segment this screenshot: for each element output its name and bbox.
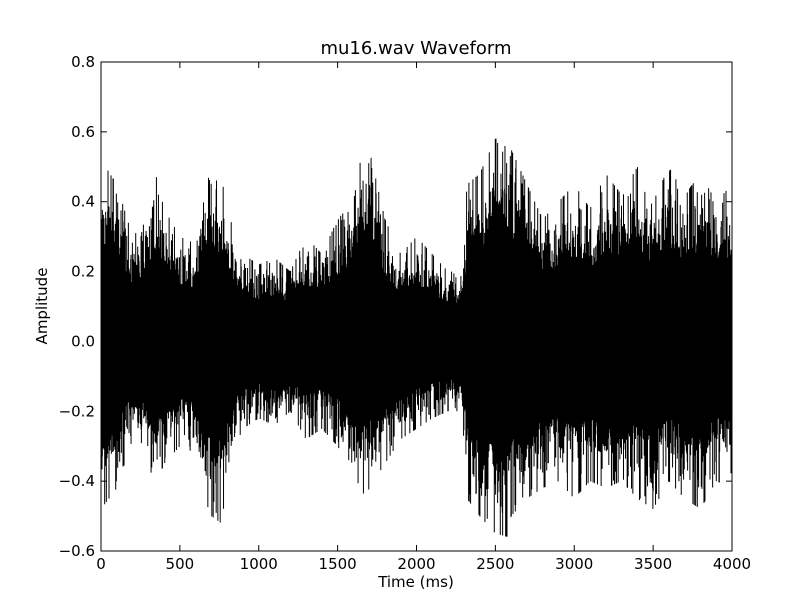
waveform-core-band [101,224,732,450]
x-tick-label: 3500 [634,555,672,573]
x-tick-labels: 0 500 1000 1500 2000 2500 3000 3500 4000 [96,555,751,573]
x-tick-label: 4000 [713,555,751,573]
y-tick-label: −0.6 [59,542,95,560]
y-axis-label: Amplitude [33,268,51,345]
x-tick-label: 2000 [397,555,435,573]
x-tick-label: 2500 [476,555,514,573]
y-tick-label: 0.8 [71,53,95,71]
y-tick-label: 0.4 [71,193,95,211]
chart-title: mu16.wav Waveform [320,38,511,59]
x-tick-label: 1500 [319,555,357,573]
y-tick-label: 0.0 [71,332,95,350]
x-tick-label: 500 [166,555,195,573]
plot-area [100,61,733,552]
x-tick-label: 0 [96,555,106,573]
y-tick-label: −0.2 [59,402,95,420]
x-tick-label: 1000 [240,555,278,573]
y-tick-labels: −0.6 −0.4 −0.2 0.0 0.2 0.4 0.6 0.8 [59,53,95,560]
y-tick-label: −0.4 [59,472,95,490]
y-tick-label: 0.2 [71,263,95,281]
y-tick-label: 0.6 [71,123,95,141]
x-tick-label: 3000 [555,555,593,573]
x-axis-label: Time (ms) [377,573,454,591]
plot-frame [100,61,733,552]
